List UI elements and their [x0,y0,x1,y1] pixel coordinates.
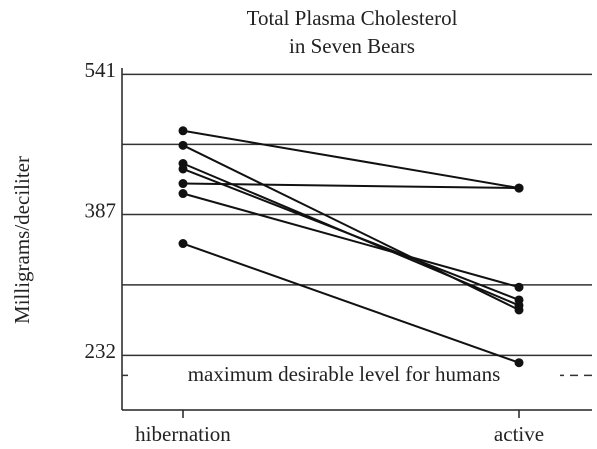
point [178,179,188,189]
reference-label: maximum desirable level for humans [188,362,501,386]
point [178,126,188,136]
y-tick-label: 387 [85,198,117,222]
chart-title: Total Plasma Cholesterol [247,6,458,30]
y-tick-label: 541 [85,58,117,82]
y-tick-label: 232 [85,339,117,363]
point [514,358,524,368]
slope-line [182,242,520,364]
slope-line [182,182,520,190]
slope-line [182,168,520,301]
slope-line [182,129,520,190]
point [178,239,188,249]
chart-title: in Seven Bears [289,34,415,58]
point [514,282,524,292]
x-tick-label: active [494,422,544,446]
slope-line [182,192,520,289]
x-tick-label: hibernation [135,422,231,446]
label-bg [128,362,560,389]
point [178,140,188,150]
point [178,164,188,174]
point [514,295,524,305]
y-axis-label: Milligrams/deciliter [10,156,34,324]
point [514,183,524,193]
point [178,189,188,199]
